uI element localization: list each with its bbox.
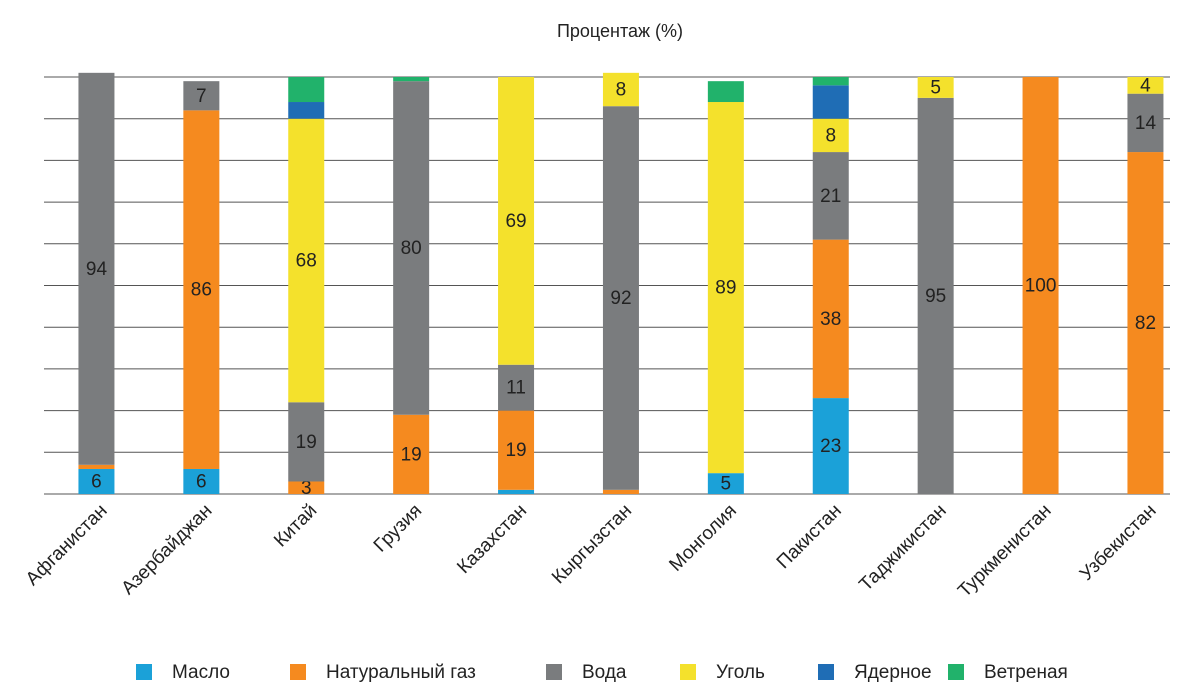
bar-segment (288, 77, 325, 103)
x-tick-label: Азербайджан (118, 500, 217, 599)
data-label: 21 (820, 186, 841, 207)
bar-segment (78, 464, 115, 469)
x-tick: Азербайджан (118, 500, 217, 599)
data-label: 86 (191, 280, 212, 301)
bar-segment (288, 481, 325, 494)
x-tick: Узбекистан (1076, 500, 1161, 585)
bar-segment (393, 77, 430, 82)
data-label: 6 (91, 472, 102, 493)
bar-segment (498, 364, 535, 411)
bar-segment (498, 77, 535, 365)
x-tick-label: Пакистан (773, 500, 846, 573)
bar-segment (1127, 93, 1164, 153)
bar-segment (183, 110, 220, 469)
data-label: 23 (820, 436, 841, 457)
bar-segment (917, 97, 954, 494)
bar-segment (602, 106, 639, 490)
x-tick: Кыргызстан (548, 500, 636, 588)
x-tick: Пакистан (773, 500, 846, 573)
bar-segment (498, 410, 535, 490)
bar-segment (393, 81, 430, 415)
legend-label: Вода (582, 662, 627, 683)
legend-label: Натуральный газ (326, 662, 476, 683)
data-label: 11 (506, 378, 526, 399)
x-tick-label: Таджикистан (855, 500, 950, 595)
bar-segment (183, 468, 220, 494)
data-label: 89 (715, 278, 736, 299)
data-label: 80 (401, 238, 422, 259)
bar-segment (812, 77, 849, 86)
bar-segment (393, 414, 430, 494)
legend-label: Ветреная (984, 662, 1068, 683)
data-label: 19 (401, 444, 422, 465)
data-label: 19 (296, 432, 317, 453)
legend-swatch (546, 664, 562, 680)
bar-segment (498, 489, 535, 494)
legend-swatch (136, 664, 152, 680)
data-label: 92 (610, 288, 631, 309)
bar-segment (707, 81, 744, 103)
bar-segment (78, 72, 115, 465)
data-label: 8 (616, 80, 627, 101)
x-tick-label: Грузия (370, 500, 426, 556)
x-tick: Казахстан (453, 500, 531, 578)
x-tick-label: Узбекистан (1076, 500, 1161, 585)
x-tick-label: Казахстан (453, 500, 531, 578)
data-label: 82 (1135, 313, 1156, 334)
x-tick: Туркменистан (954, 500, 1055, 601)
x-tick: Таджикистан (855, 500, 950, 595)
bar-segment (917, 77, 954, 98)
data-label: 19 (505, 440, 526, 461)
data-label: 5 (721, 474, 732, 495)
bar-segment (602, 489, 639, 494)
data-label: 94 (86, 259, 108, 280)
legend-swatch (680, 664, 696, 680)
x-tick-label: Китай (270, 500, 321, 551)
legend-swatch (948, 664, 964, 680)
bar-segment (288, 402, 325, 482)
bar-segment (812, 85, 849, 119)
x-tick-label: Монголия (665, 500, 740, 575)
bar-segment (707, 473, 744, 494)
data-label: 68 (296, 250, 317, 271)
legend-label: Масло (172, 662, 230, 683)
data-label: 5 (930, 77, 941, 98)
bar-segment (602, 72, 639, 107)
x-tick: Монголия (665, 500, 740, 575)
legend-swatch (290, 664, 306, 680)
data-label: 3 (301, 478, 312, 499)
bar-segment (288, 102, 325, 119)
x-tick: Афганистан (22, 500, 112, 590)
data-label: 38 (820, 309, 841, 330)
bar-segment (1127, 77, 1164, 94)
bar-segment (707, 102, 744, 474)
bar-segment (812, 239, 849, 399)
x-tick-label: Кыргызстан (548, 500, 636, 588)
bar-segment (288, 118, 325, 403)
x-tick: Грузия (370, 500, 426, 556)
legend-label: Уголь (716, 662, 765, 683)
bar-segment (1022, 77, 1059, 494)
data-label: 95 (925, 286, 946, 307)
bar-segment (1127, 152, 1164, 494)
data-label: 4 (1140, 75, 1151, 96)
chart-title: Процентаж (%) (557, 21, 683, 41)
bar-segment (812, 152, 849, 240)
bar-segment (183, 81, 220, 111)
data-label: 69 (505, 211, 526, 232)
data-label: 14 (1135, 113, 1157, 134)
bar-segment (78, 468, 115, 494)
legend-label: Ядерное (854, 662, 932, 683)
data-label: 6 (196, 472, 207, 493)
data-label: 8 (825, 125, 836, 146)
legend-swatch (818, 664, 834, 680)
data-label: 7 (196, 86, 207, 107)
x-tick-label: Афганистан (22, 500, 112, 590)
bar-segment (812, 118, 849, 153)
x-tick: Китай (270, 500, 321, 551)
data-label: 100 (1025, 276, 1057, 297)
x-tick-label: Туркменистан (954, 500, 1055, 601)
bar-segment (812, 398, 849, 494)
